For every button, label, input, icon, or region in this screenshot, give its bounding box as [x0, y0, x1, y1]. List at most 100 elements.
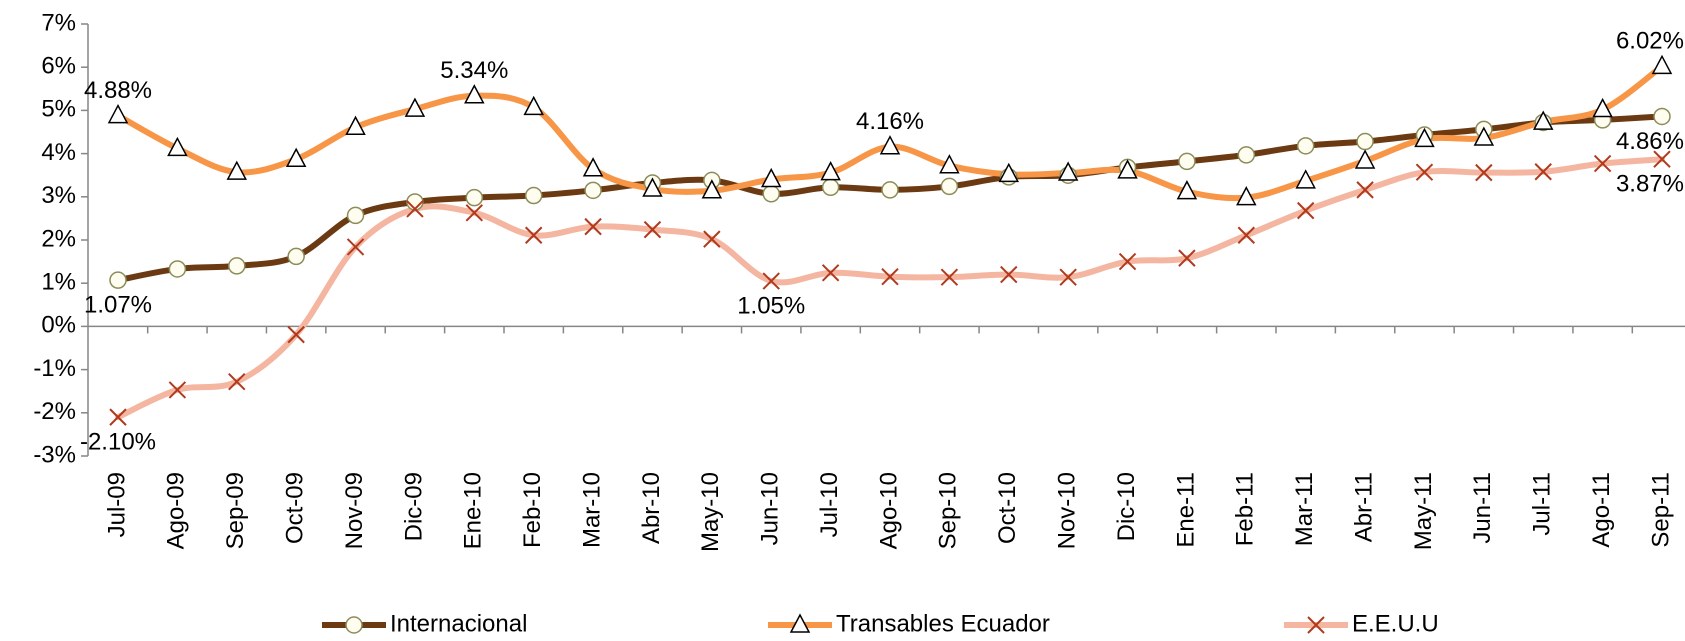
marker [524, 226, 543, 244]
data-label: 4.16% [856, 108, 924, 135]
marker [226, 160, 248, 180]
x-tick-label: Ago-10 [875, 472, 902, 549]
marker [1296, 201, 1315, 220]
marker [168, 381, 187, 399]
marker [1178, 152, 1196, 171]
marker [285, 147, 307, 167]
x-tick-label: Ene-10 [460, 472, 487, 549]
marker [404, 97, 426, 117]
marker [762, 272, 780, 290]
marker [762, 185, 780, 203]
x-tick-label: Abr-11 [1350, 472, 1377, 542]
y-tick-label: 5% [41, 96, 76, 123]
marker [760, 167, 782, 188]
data-label: 4.88% [84, 77, 152, 104]
marker [1653, 107, 1671, 126]
marker [1473, 126, 1495, 146]
marker [881, 181, 899, 199]
marker [940, 177, 959, 196]
marker [1236, 186, 1257, 206]
marker [881, 268, 899, 286]
marker [1237, 146, 1256, 164]
marker [584, 181, 602, 200]
marker [1057, 161, 1079, 181]
marker [1532, 110, 1554, 130]
marker [643, 220, 662, 239]
marker [346, 206, 365, 225]
y-tick-label: 2% [41, 225, 76, 252]
legend-label: Internacional [390, 610, 527, 637]
marker [524, 186, 543, 205]
data-label: 1.07% [84, 292, 152, 319]
marker [465, 204, 484, 222]
y-tick-label: -1% [33, 355, 76, 382]
marker [584, 217, 602, 236]
x-tick-label: Nov-09 [341, 472, 368, 549]
x-tick-label: Ago-11 [1588, 472, 1615, 548]
marker [1000, 265, 1018, 284]
marker [1237, 226, 1256, 244]
marker [703, 230, 721, 248]
data-label: 5.34% [440, 57, 508, 84]
x-tick-label: Jul-11 [1529, 472, 1556, 536]
marker [1415, 163, 1434, 181]
marker [346, 238, 365, 256]
marker [465, 188, 484, 207]
x-tick-label: Nov-10 [1053, 472, 1080, 549]
marker [821, 178, 840, 197]
x-tick-label: Ene-11 [1172, 472, 1199, 548]
marker [107, 103, 129, 124]
marker [1651, 54, 1673, 75]
x-tick-label: Mar-10 [578, 472, 605, 548]
marker [940, 268, 959, 286]
marker [464, 84, 485, 104]
x-tick-label: Sep-11 [1647, 472, 1674, 548]
marker [939, 154, 960, 174]
x-tick-label: May-10 [697, 472, 724, 552]
x-tick-label: Abr-10 [638, 472, 665, 544]
marker [228, 257, 246, 275]
marker [1307, 616, 1325, 634]
marker [345, 115, 366, 135]
data-label: 4.86% [1616, 128, 1684, 155]
x-tick-label: Feb-10 [519, 472, 546, 548]
y-tick-label: 6% [41, 53, 76, 80]
marker [287, 247, 305, 266]
y-tick-label: 4% [41, 139, 76, 166]
data-label: 3.87% [1616, 171, 1684, 198]
marker [406, 200, 424, 218]
marker [523, 95, 544, 116]
x-tick-label: Dic-10 [1113, 472, 1140, 541]
marker [1414, 127, 1435, 148]
y-tick-label: 1% [41, 269, 76, 296]
y-tick-label: 3% [41, 182, 76, 209]
marker [1296, 137, 1315, 155]
x-tick-label: Sep-09 [222, 472, 249, 549]
marker [168, 260, 187, 278]
x-tick-label: May-11 [1410, 472, 1437, 550]
marker [1354, 149, 1376, 169]
marker [228, 372, 246, 391]
marker [167, 136, 188, 157]
x-tick-label: Jun-11 [1469, 472, 1496, 544]
marker [642, 177, 663, 197]
marker [109, 408, 127, 426]
marker [109, 271, 127, 289]
marker [1176, 180, 1198, 200]
x-tick-label: Mar-11 [1291, 472, 1318, 546]
y-tick-label: -3% [33, 441, 76, 468]
x-tick-label: Jun-10 [757, 472, 784, 545]
marker [1118, 252, 1137, 271]
x-tick-label: Oct-09 [281, 472, 308, 544]
marker [1356, 132, 1374, 151]
data-label: 1.05% [737, 292, 805, 319]
marker [287, 325, 305, 344]
marker [701, 179, 723, 199]
marker [998, 162, 1020, 183]
marker [879, 135, 901, 155]
legend-label: Transables Ecuador [836, 610, 1050, 637]
y-tick-label: 7% [41, 9, 76, 36]
marker [1475, 163, 1493, 182]
x-tick-label: Dic-09 [400, 472, 427, 541]
